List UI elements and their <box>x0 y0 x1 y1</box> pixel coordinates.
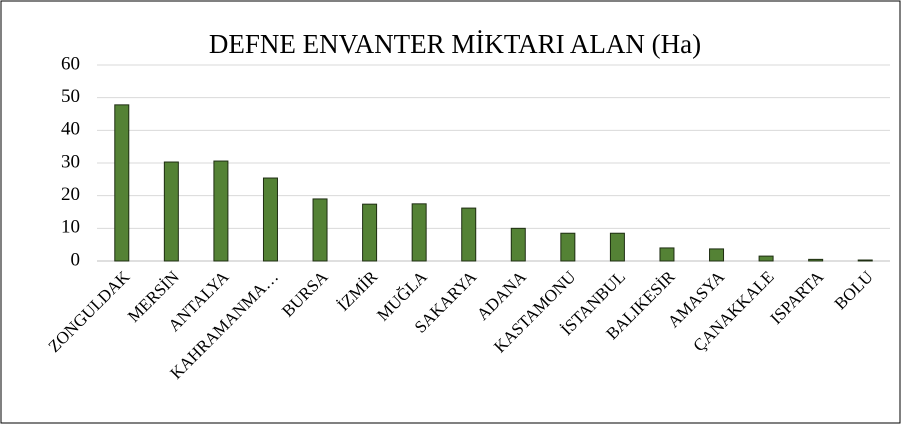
y-tick-label: 20 <box>61 184 80 205</box>
bar <box>709 248 725 262</box>
chart-title: DEFNE ENVANTER MİKTARI ALAN (Ha) <box>209 29 701 59</box>
bar <box>461 207 477 262</box>
y-tick-label: 30 <box>61 151 80 172</box>
bar <box>510 227 526 262</box>
bar <box>758 255 774 262</box>
y-tick-label: 10 <box>61 217 80 238</box>
bar <box>312 198 328 262</box>
bar <box>808 258 824 262</box>
bar <box>213 160 229 262</box>
bar <box>857 259 873 262</box>
y-tick-label: 40 <box>61 119 80 140</box>
bar <box>262 177 278 262</box>
bar <box>560 232 576 262</box>
bar <box>362 203 378 262</box>
bar <box>411 203 427 262</box>
y-tick-label: 60 <box>61 53 80 74</box>
bar <box>163 161 179 262</box>
bar <box>659 247 675 262</box>
bar <box>114 104 130 262</box>
y-tick-label: 50 <box>61 86 80 107</box>
y-tick-label: 0 <box>71 249 81 270</box>
bar <box>609 232 625 262</box>
